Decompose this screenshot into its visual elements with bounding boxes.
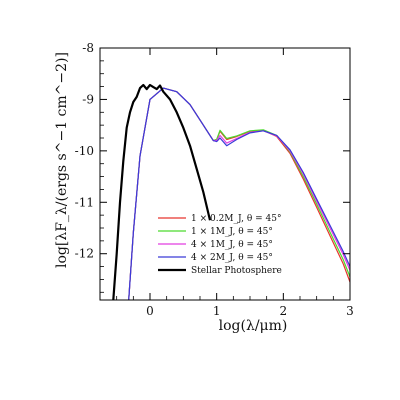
x-tick-label: 1 bbox=[213, 304, 221, 318]
y-tick-label: -11 bbox=[75, 195, 94, 209]
legend-label-1-1m-j-45: 1 × 1M_J, θ = 45° bbox=[191, 227, 273, 237]
x-tick-label: 0 bbox=[146, 304, 154, 318]
legend-label-4-1m-j-45: 4 × 1M_J, θ = 45° bbox=[191, 240, 273, 250]
plot-frame bbox=[99, 47, 351, 301]
series-line-stellar-photosphere bbox=[112, 83, 212, 300]
axis-layer: 0 1 2 3 -8 -9 -10 -11 -12 bbox=[75, 41, 354, 318]
y-tick-label: -8 bbox=[82, 41, 94, 55]
series-line-4-2m-j-45 bbox=[128, 87, 350, 300]
legend-label-4-2m-j-45: 4 × 2M_J, θ = 45° bbox=[191, 253, 273, 263]
y-tick-label: -10 bbox=[75, 144, 94, 158]
x-axis-title: log(λ/μm) bbox=[219, 318, 288, 334]
y-axis-title: log[λF_λ/(ergs s^−1 cm^−2)] bbox=[54, 52, 70, 268]
x-tick-label: 2 bbox=[280, 304, 288, 318]
legend-label-1-0-2m-j-45: 1 × 0.2M_J, θ = 45° bbox=[191, 214, 281, 224]
legend-label-stellar-photosphere: Stellar Photosphere bbox=[191, 266, 282, 276]
x-tick-label: 3 bbox=[346, 304, 354, 318]
series-layer bbox=[112, 83, 350, 300]
y-tick-label: -12 bbox=[75, 247, 94, 261]
y-tick-label: -9 bbox=[82, 92, 94, 106]
legend: 1 × 0.2M_J, θ = 45° 1 × 1M_J, θ = 45° 4 × … bbox=[158, 214, 282, 276]
